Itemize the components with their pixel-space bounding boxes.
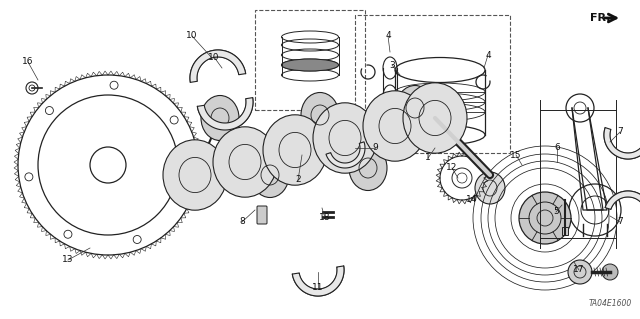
Text: 10: 10 — [208, 53, 220, 62]
Ellipse shape — [396, 85, 434, 130]
Ellipse shape — [475, 172, 505, 204]
Ellipse shape — [403, 83, 467, 153]
Text: 4: 4 — [485, 50, 491, 60]
Text: 4: 4 — [385, 32, 391, 41]
Text: 9: 9 — [372, 144, 378, 152]
Text: 6: 6 — [554, 144, 560, 152]
Text: 5: 5 — [553, 207, 559, 217]
Text: 2: 2 — [295, 175, 301, 184]
Text: 14: 14 — [467, 196, 477, 204]
Ellipse shape — [213, 127, 277, 197]
Text: 7: 7 — [617, 218, 623, 226]
Text: 11: 11 — [312, 284, 324, 293]
Text: 12: 12 — [446, 164, 458, 173]
Text: 8: 8 — [239, 218, 245, 226]
Text: 16: 16 — [22, 57, 34, 66]
Polygon shape — [292, 266, 344, 296]
Text: 17: 17 — [573, 265, 585, 275]
Text: 1: 1 — [425, 153, 431, 162]
Circle shape — [568, 260, 592, 284]
Polygon shape — [197, 98, 253, 130]
FancyBboxPatch shape — [562, 227, 568, 235]
Polygon shape — [605, 191, 640, 222]
Text: 15: 15 — [510, 151, 522, 160]
Ellipse shape — [363, 91, 427, 161]
Polygon shape — [604, 128, 640, 159]
Ellipse shape — [282, 59, 339, 71]
Ellipse shape — [201, 95, 239, 140]
FancyBboxPatch shape — [257, 206, 267, 224]
Text: FR.: FR. — [590, 13, 611, 23]
Text: TA04E1600: TA04E1600 — [589, 299, 632, 308]
Circle shape — [519, 192, 571, 244]
Text: 18: 18 — [319, 213, 331, 222]
Ellipse shape — [263, 115, 327, 185]
Text: 3: 3 — [389, 61, 395, 70]
Ellipse shape — [301, 93, 339, 137]
Text: 13: 13 — [62, 256, 74, 264]
Ellipse shape — [313, 103, 377, 173]
Ellipse shape — [163, 140, 227, 210]
Polygon shape — [326, 142, 365, 168]
Ellipse shape — [349, 145, 387, 190]
Text: 7: 7 — [617, 128, 623, 137]
Text: 10: 10 — [186, 32, 198, 41]
Polygon shape — [190, 50, 246, 82]
Circle shape — [602, 264, 618, 280]
Ellipse shape — [251, 152, 289, 197]
